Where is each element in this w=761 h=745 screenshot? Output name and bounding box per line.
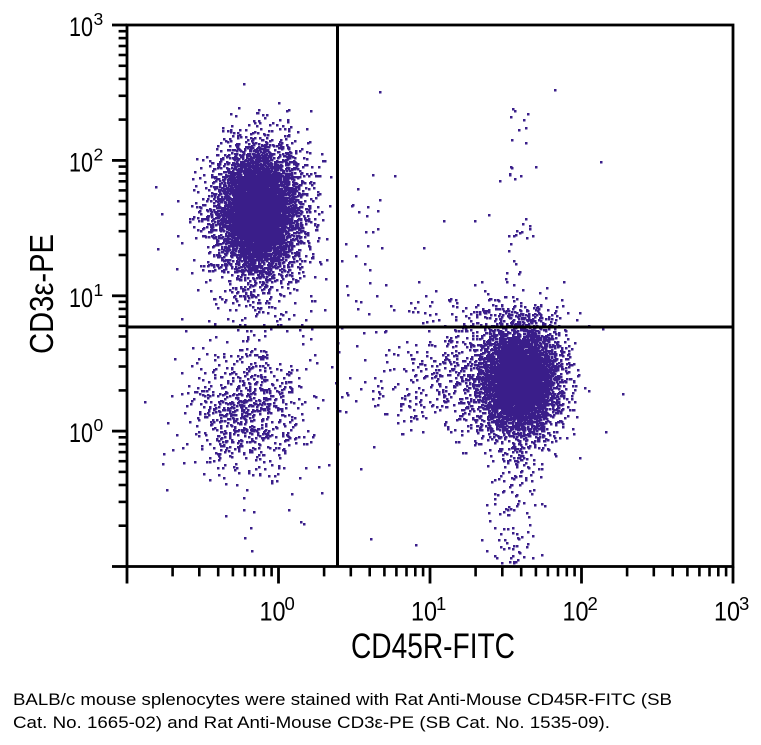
svg-text:1: 1	[436, 593, 446, 614]
svg-text:3: 3	[94, 9, 104, 29]
svg-text:10: 10	[714, 597, 740, 627]
svg-text:10: 10	[69, 418, 93, 448]
svg-text:1: 1	[94, 280, 104, 300]
svg-text:0: 0	[285, 593, 295, 614]
svg-text:10: 10	[69, 283, 93, 313]
svg-text:Cat. No. 1665-02) and Rat Anti: Cat. No. 1665-02) and Rat Anti-Mouse CD3…	[13, 713, 610, 732]
svg-text:10: 10	[69, 147, 93, 177]
svg-text:BALB/c mouse splenocytes were: BALB/c mouse splenocytes were stained wi…	[13, 690, 672, 709]
svg-text:10: 10	[563, 597, 589, 627]
svg-text:3: 3	[739, 593, 749, 614]
svg-text:2: 2	[588, 593, 598, 614]
svg-text:10: 10	[69, 12, 93, 42]
svg-text:CD45R-FITC: CD45R-FITC	[351, 627, 515, 666]
svg-text:0: 0	[94, 415, 104, 435]
svg-text:10: 10	[260, 597, 286, 627]
svg-text:CD3ε-PE: CD3ε-PE	[23, 234, 60, 354]
svg-text:10: 10	[411, 597, 437, 627]
svg-text:2: 2	[94, 144, 104, 164]
